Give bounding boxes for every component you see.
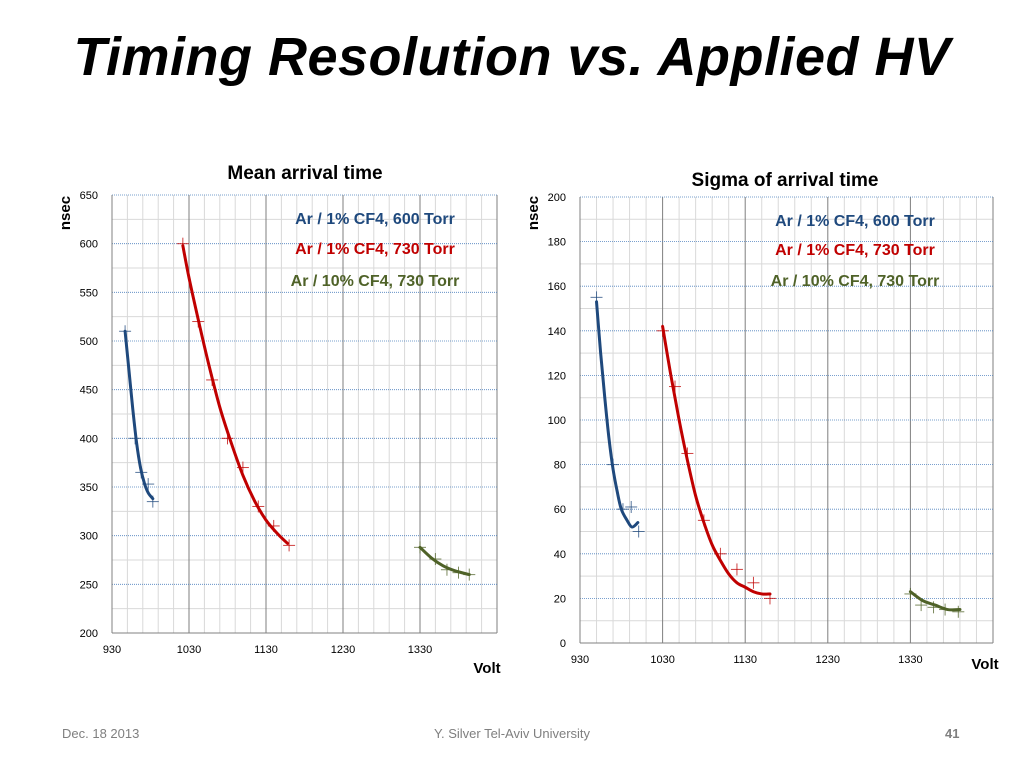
data-point — [135, 466, 148, 479]
chart-2: 0 20 40 60 80 100 120 140 160 180 200 930 1030 1130 12… — [525, 170, 999, 673]
chart-title: Mean arrival time — [227, 163, 382, 184]
series-fit-curve — [595, 300, 640, 529]
x-axis-label: Volt — [971, 656, 998, 673]
series-2 — [656, 324, 776, 605]
data-point — [129, 432, 142, 445]
y-tick-label: 140 — [548, 326, 566, 338]
data-point — [440, 563, 453, 576]
y-tick-label: 600 — [80, 239, 98, 251]
x-tick-label: 1330 — [408, 644, 432, 656]
series-fit-curve — [661, 324, 772, 596]
legend-entry: Ar / 1% CF4, 730 Torr — [775, 242, 935, 259]
data-point — [252, 500, 265, 513]
x-tick-label: 930 — [103, 644, 121, 656]
data-point — [236, 461, 249, 474]
data-point — [429, 553, 442, 566]
legend-entry: Ar / 1% CF4, 600 Torr — [775, 213, 935, 230]
series-1 — [119, 325, 159, 508]
data-point — [283, 539, 296, 552]
x-tick-label: 1330 — [898, 654, 922, 666]
y-tick-label: 20 — [554, 593, 566, 605]
data-point — [452, 566, 465, 579]
y-tick-label: 500 — [80, 336, 98, 348]
x-tick-label: 1130 — [733, 654, 757, 666]
data-point — [463, 568, 476, 581]
data-point — [414, 541, 426, 554]
data-point — [192, 315, 205, 328]
data-point — [697, 514, 710, 527]
y-tick-label: 100 — [548, 415, 566, 427]
x-tick-label: 1130 — [254, 644, 278, 656]
data-point — [668, 380, 681, 393]
data-point — [267, 519, 280, 532]
data-point — [714, 547, 727, 560]
data-point — [904, 587, 917, 600]
footer-date: Dec. 18 2013 — [62, 726, 140, 741]
y-tick-label: 550 — [80, 287, 98, 299]
legend-entry: Ar / 1% CF4, 600 Torr — [295, 211, 455, 228]
data-point — [590, 291, 603, 304]
legend-entry: Ar / 1% CF4, 730 Torr — [295, 241, 455, 258]
x-tick-label: 930 — [571, 654, 589, 666]
x-tick-label: 1230 — [331, 644, 355, 656]
y-tick-label: 650 — [80, 190, 98, 202]
series-fit-curve — [123, 329, 155, 501]
series-3 — [904, 587, 965, 618]
y-tick-label: 200 — [548, 192, 566, 204]
data-point — [952, 605, 965, 618]
data-point — [656, 324, 669, 337]
chart-title: Sigma of arrival time — [692, 170, 879, 191]
data-point — [146, 495, 159, 508]
data-point — [681, 447, 694, 460]
series-fit-curve — [181, 244, 290, 545]
data-point — [176, 237, 189, 250]
y-tick-label: 180 — [548, 237, 566, 249]
x-tick-label: 1030 — [177, 644, 201, 656]
data-point — [763, 592, 776, 605]
data-point — [206, 373, 219, 386]
series-fit-curve — [908, 590, 962, 612]
y-tick-label: 250 — [80, 579, 98, 591]
y-tick-label: 400 — [80, 433, 98, 445]
data-point — [730, 563, 743, 576]
y-tick-label: 80 — [554, 460, 566, 472]
y-tick-label: 120 — [548, 370, 566, 382]
slide-title: Timing Resolution vs. Applied HV — [73, 27, 951, 87]
legend-entry: Ar / 10% CF4, 730 Torr — [291, 273, 460, 290]
y-tick-label: 40 — [554, 549, 566, 561]
series-3 — [414, 541, 476, 581]
y-tick-label: 350 — [80, 482, 98, 494]
data-point — [221, 432, 234, 445]
series-2 — [176, 237, 296, 552]
data-point — [119, 325, 132, 338]
y-axis-label: nsec — [525, 196, 542, 230]
data-point — [625, 500, 638, 513]
data-point — [747, 576, 760, 589]
data-point — [915, 599, 928, 612]
x-tick-label: 1230 — [816, 654, 840, 666]
y-axis-label: nsec — [57, 196, 74, 230]
series-1 — [590, 291, 645, 538]
chart-1: 200 250 300 350 400 450 500 550 600 650 930 1030 113… — [57, 163, 501, 677]
data-point — [142, 478, 155, 491]
page-number: 41 — [945, 726, 960, 741]
x-axis-label: Volt — [473, 660, 500, 677]
data-point — [607, 458, 620, 471]
x-tick-label: 1030 — [650, 654, 674, 666]
data-point — [632, 525, 645, 538]
y-tick-label: 160 — [548, 281, 566, 293]
y-tick-label: 0 — [560, 638, 566, 650]
footer-author: Y. Silver Tel-Aviv University — [433, 726, 591, 741]
y-tick-label: 200 — [80, 628, 98, 640]
data-point — [927, 601, 940, 614]
y-tick-label: 300 — [80, 531, 98, 543]
y-tick-label: 450 — [80, 385, 98, 397]
data-point — [616, 503, 629, 516]
y-tick-label: 60 — [554, 504, 566, 516]
series-fit-curve — [418, 545, 471, 577]
legend-entry: Ar / 10% CF4, 730 Torr — [771, 273, 940, 290]
data-point — [939, 603, 952, 616]
